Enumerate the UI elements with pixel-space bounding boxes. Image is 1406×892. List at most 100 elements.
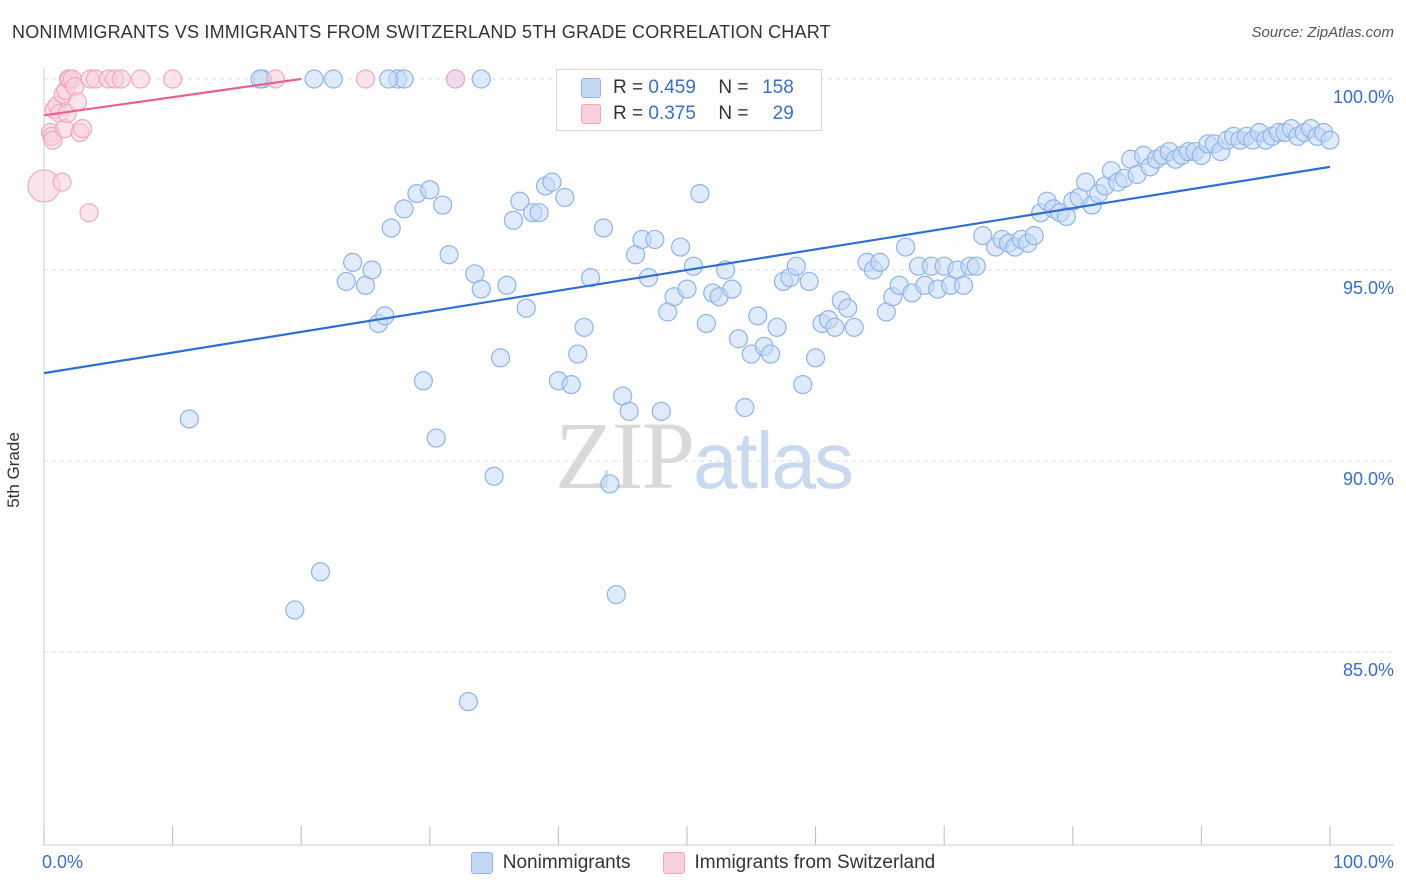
nonimmigrant-point <box>728 329 749 349</box>
trend-lines <box>43 77 1331 375</box>
nonimmigrant-point <box>825 317 845 337</box>
swiss-point <box>79 203 99 223</box>
nonimmigrant-point <box>381 218 401 238</box>
nonimmigrant-point <box>426 428 446 448</box>
nonimmigrant-point <box>953 275 974 295</box>
y-tick-label: 95.0% <box>1342 278 1394 298</box>
nonimmigrant-point <box>375 306 395 326</box>
grid-lines <box>44 78 1394 653</box>
legend-item-swiss[interactable]: Immigrants from Switzerland <box>662 852 935 874</box>
nonimmigrant-point <box>786 256 806 276</box>
legend-swatch-blue <box>470 852 493 874</box>
nonimmigrant-point <box>838 298 858 318</box>
stats-box: R = 0.459 N = 158 R = 0.375 N = 29 <box>556 69 822 131</box>
nonimmigrant-point <box>323 69 343 89</box>
nonimmigrant-point <box>484 466 504 486</box>
nonimmigrant-point <box>670 237 691 257</box>
axes <box>43 68 1394 846</box>
nonimmigrant-point <box>304 69 324 89</box>
nonimmigrant-point <box>490 348 511 368</box>
nonimmigrant-point <box>433 195 453 215</box>
nonimmigrant-point <box>503 210 523 230</box>
nonimmigrant-point <box>651 401 671 421</box>
nonimmigrant-point <box>413 371 433 391</box>
nonimmigrant-point <box>471 69 491 89</box>
nonimmigrant-point <box>285 600 305 620</box>
stats-r-label: R = <box>613 103 644 124</box>
legend-item-nonimmigrants[interactable]: Nonimmigrants <box>470 852 631 874</box>
legend: Nonimmigrants Immigrants from Switzerlan… <box>0 852 1406 874</box>
legend-swatch-pink <box>662 852 685 874</box>
nonimmigrant-point <box>580 268 601 288</box>
stats-r-label: R = <box>613 77 644 98</box>
nonimmigrant-point <box>799 271 819 292</box>
swiss-point <box>43 130 63 150</box>
nonimmigrant-point <box>310 562 331 582</box>
nonimmigrant-point <box>606 585 626 605</box>
nonimmigrant-point <box>529 203 549 223</box>
nonimmigrant-point <box>973 226 993 246</box>
nonimmigrant-trend-line <box>43 165 1331 375</box>
legend-label: Nonimmigrants <box>502 852 631 873</box>
nonimmigrant-point <box>966 256 986 276</box>
nonimmigrant-point <box>593 218 614 238</box>
chart-source: Source: ZipAtlas.com <box>1251 24 1394 41</box>
data-points <box>27 69 1340 712</box>
nonimmigrant-point <box>1320 130 1340 150</box>
swiss-point <box>163 69 183 89</box>
nonimmigrant-point <box>179 409 199 429</box>
nonimmigrant-point <box>542 172 562 192</box>
stats-row-swiss: R = 0.375 N = 29 <box>581 102 794 126</box>
nonimmigrant-point <box>619 401 639 421</box>
y-tick-label: 85.0% <box>1342 660 1394 680</box>
nonimmigrant-point <box>336 271 356 292</box>
swiss-point <box>445 69 466 89</box>
nonimmigrant-point <box>1076 172 1096 192</box>
nonimmigrant-point <box>722 279 742 299</box>
nonimmigrant-point <box>683 256 704 276</box>
stats-n-label: N = <box>718 103 749 124</box>
nonimmigrant-point <box>805 348 826 368</box>
swiss-point <box>52 172 72 192</box>
y-tick-label: 100.0% <box>1332 87 1394 107</box>
stats-r-value: 0.375 <box>648 103 696 124</box>
stats-swatch-pink <box>581 104 601 124</box>
nonimmigrant-point <box>735 397 755 418</box>
swiss-point <box>72 119 93 139</box>
stats-n-value: 158 <box>762 77 794 98</box>
nonimmigrant-point <box>844 317 864 337</box>
nonimmigrant-point <box>760 344 781 364</box>
nonimmigrant-point <box>767 317 787 337</box>
swiss-point <box>265 69 286 89</box>
nonimmigrant-point <box>343 252 363 272</box>
stats-row-nonimmigrants: R = 0.459 N = 158 <box>581 76 794 100</box>
nonimmigrant-point <box>439 245 459 265</box>
stats-n-label: N = <box>718 77 749 98</box>
swiss-trend-line <box>43 77 302 117</box>
nonimmigrant-point <box>677 279 697 299</box>
stats-swatch-blue <box>581 78 601 98</box>
nonimmigrant-point <box>394 199 414 219</box>
nonimmigrant-point <box>420 180 440 200</box>
nonimmigrant-point <box>555 187 575 208</box>
nonimmigrant-point <box>600 474 620 494</box>
swiss-point <box>111 69 131 89</box>
nonimmigrant-point <box>516 298 536 318</box>
nonimmigrant-point <box>1024 226 1044 246</box>
swiss-point <box>355 69 376 89</box>
y-tick-label: 90.0% <box>1342 469 1394 489</box>
nonimmigrant-point <box>568 344 588 364</box>
nonimmigrant-point <box>696 313 716 334</box>
x-tick-label-min: 0.0% <box>42 852 84 872</box>
swiss-point <box>130 69 151 89</box>
x-tick-label-max: 100.0% <box>1332 852 1394 872</box>
nonimmigrant-point <box>561 375 581 395</box>
chart-title: NONIMMIGRANTS VS IMMIGRANTS FROM SWITZER… <box>12 22 831 42</box>
nonimmigrant-point <box>748 306 768 326</box>
nonimmigrant-point <box>471 279 491 299</box>
nonimmigrant-point <box>645 229 665 250</box>
nonimmigrant-point <box>362 260 382 280</box>
stats-n-value: 29 <box>772 103 794 124</box>
nonimmigrant-point <box>896 237 916 257</box>
